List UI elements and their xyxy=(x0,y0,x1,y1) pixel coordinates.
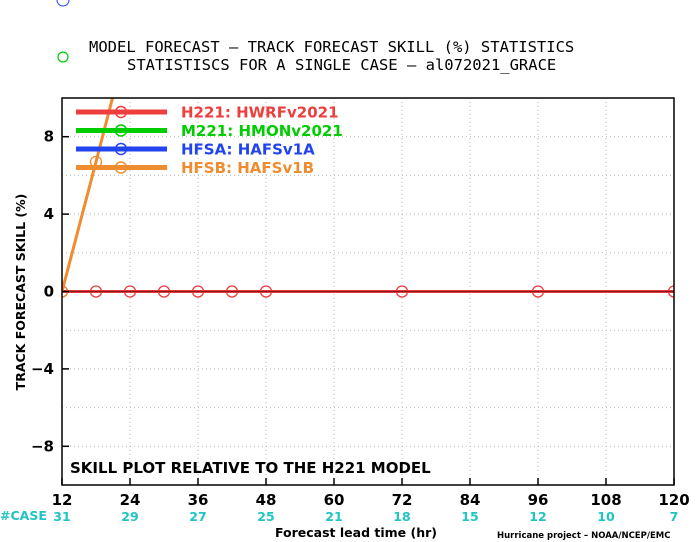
y-axis-label: TRACK FORECAST SKILL (%) xyxy=(13,194,28,391)
x-tick-label: 72 xyxy=(392,491,413,509)
x-tick-label: 96 xyxy=(528,491,549,509)
chart-title: MODEL FORECAST – TRACK FORECAST SKILL (%… xyxy=(89,38,574,56)
x-tick-label: 12 xyxy=(52,491,73,509)
x-axis: 12 24 36 48 60 72 84 96 108 120 xyxy=(52,478,690,509)
y-tick-label: 0 xyxy=(44,283,54,301)
case-count: 27 xyxy=(189,509,206,524)
x-tick-label: 108 xyxy=(590,491,621,509)
chart-subtitle: STATISTISCS FOR A SINGLE CASE – al072021… xyxy=(127,56,556,74)
data-point xyxy=(125,25,136,36)
y-tick-label: −8 xyxy=(31,437,54,455)
case-count: 10 xyxy=(597,509,615,524)
case-count-row: 31 29 27 25 21 18 15 12 10 7 xyxy=(53,509,678,524)
case-count: 25 xyxy=(257,509,274,524)
series-line xyxy=(62,98,115,292)
legend-marker xyxy=(114,124,128,137)
case-count: 15 xyxy=(461,509,478,524)
x-tick-label: 36 xyxy=(188,491,209,509)
legend-label: H221: HWRFv2021 xyxy=(181,104,339,122)
x-tick-label: 84 xyxy=(460,491,481,509)
case-count: 18 xyxy=(393,509,410,524)
case-label: #CASE xyxy=(0,508,47,523)
cropped-legend-marker xyxy=(56,0,70,7)
y-tick-label: 4 xyxy=(44,205,54,223)
case-count: 7 xyxy=(670,509,679,524)
case-count: 31 xyxy=(53,509,70,524)
case-count: 12 xyxy=(529,509,546,524)
legend-marker xyxy=(114,105,128,119)
legend-label: HFSA: HAFSv1A xyxy=(181,141,315,159)
x-tick-label: 48 xyxy=(256,491,277,509)
title-marker-icon xyxy=(57,51,69,63)
y-tick-label: 8 xyxy=(44,128,54,146)
x-axis-label: Forecast lead time (hr) xyxy=(275,525,437,540)
x-tick-label: 120 xyxy=(658,491,689,509)
y-axis: −8 −4 0 4 8 xyxy=(31,128,69,455)
grid-lines xyxy=(62,98,674,485)
relative-model-note: SKILL PLOT RELATIVE TO THE H221 MODEL xyxy=(70,459,431,477)
legend-marker xyxy=(114,161,128,174)
x-tick-label: 24 xyxy=(120,491,141,509)
x-tick-label: 60 xyxy=(324,491,345,509)
case-count: 21 xyxy=(325,509,342,524)
legend-marker xyxy=(114,142,128,156)
case-count: 29 xyxy=(121,509,138,524)
credit-text: Hurricane project – NOAA/NCEP/EMC xyxy=(497,531,670,541)
y-tick-label: −4 xyxy=(31,360,54,378)
legend-label: M221: HMONv2021 xyxy=(181,122,343,140)
series-layer xyxy=(62,25,674,298)
legend-label: HFSB: HAFSv1B xyxy=(181,159,314,177)
